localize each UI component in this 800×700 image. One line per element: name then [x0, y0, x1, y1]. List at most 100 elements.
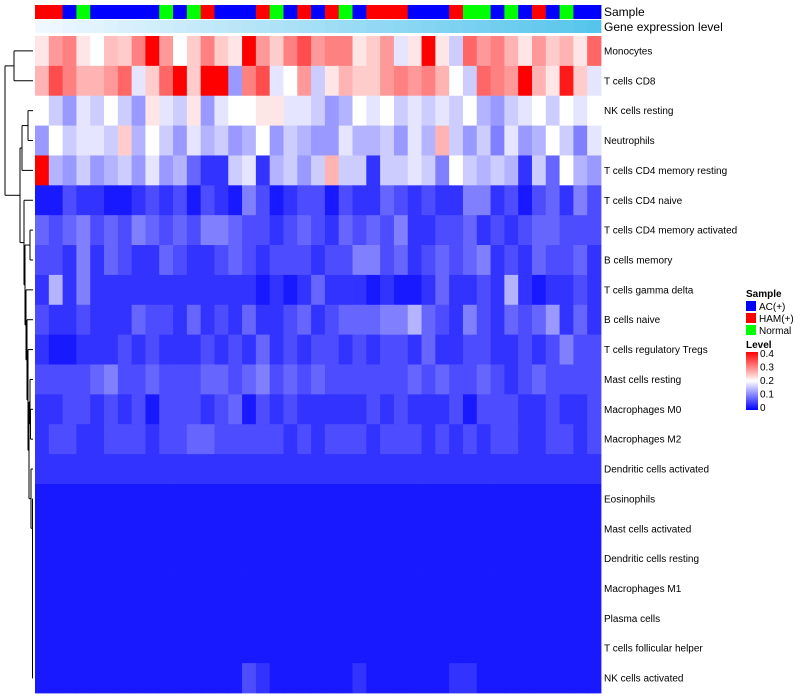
heatmap-cell [131, 424, 146, 455]
heatmap-cell [462, 663, 478, 694]
heatmap-cell [297, 394, 312, 425]
legend-sample-items: AC(+)HAM(+)Normal [746, 301, 794, 337]
heatmap-cell [435, 513, 450, 545]
heatmap-cell [131, 125, 146, 156]
heatmap-cell [504, 483, 519, 515]
heatmap-cell [297, 603, 312, 634]
sample-annotation-cell [490, 5, 505, 19]
heatmap-cell [393, 245, 409, 276]
heatmap-cell [255, 603, 271, 634]
sample-annotation-cell [449, 5, 464, 19]
gene-expression-annotation-cell [504, 20, 519, 33]
gene-expression-annotation-cell [462, 20, 478, 33]
heatmap-cell [35, 364, 50, 395]
row-label: B cells memory [604, 255, 672, 266]
heatmap-cell [352, 633, 367, 664]
heatmap-cell [518, 125, 533, 156]
heatmap-cell [518, 394, 533, 425]
heatmap-cell [435, 304, 450, 336]
heatmap-cell [48, 454, 64, 485]
heatmap-cell [200, 245, 215, 276]
heatmap-cell [476, 513, 491, 545]
heatmap-cell [518, 215, 533, 246]
sample-annotation-cell [214, 5, 229, 19]
heatmap-cell [559, 334, 574, 365]
heatmap-cell [504, 663, 519, 694]
heatmap-cell [407, 304, 422, 336]
heatmap-cell [421, 483, 436, 515]
heatmap-cell [380, 603, 395, 634]
heatmap-cell [476, 424, 491, 455]
heatmap-cell [366, 633, 381, 664]
heatmap-cell [324, 483, 340, 515]
gene-expression-annotation-cell [255, 20, 271, 33]
heatmap-cell [173, 245, 188, 276]
heatmap-cell [269, 424, 284, 455]
legend-level-colorbar [746, 352, 758, 410]
heatmap-cell [269, 483, 284, 515]
heatmap-cell [242, 394, 257, 425]
heatmap-cell [352, 483, 367, 515]
heatmap-cell [145, 65, 160, 97]
heatmap-cell [228, 663, 243, 694]
heatmap-cell [311, 394, 326, 425]
heatmap-cell [324, 185, 340, 216]
heatmap-cell [117, 573, 133, 604]
heatmap-cell [587, 95, 602, 126]
sample-annotation-cell [421, 5, 436, 19]
heatmap-cell [449, 603, 464, 634]
sample-annotation-cell [531, 5, 547, 19]
heatmap-cell [380, 185, 395, 216]
heatmap-cell [531, 454, 547, 485]
heatmap-cell [421, 65, 436, 97]
heatmap-cell [311, 543, 326, 574]
heatmap-cell [269, 364, 284, 395]
heatmap-cell [145, 483, 160, 515]
row-label: T cells CD4 memory activated [604, 226, 737, 237]
heatmap-cell [573, 65, 588, 97]
heatmap-cell [449, 95, 464, 126]
heatmap-cell [449, 155, 464, 186]
heatmap-cell [587, 424, 602, 455]
gene-expression-annotation-cell [186, 20, 202, 33]
heatmap-cell [490, 36, 505, 67]
heatmap-cell [242, 245, 257, 276]
heatmap-cell [173, 513, 188, 545]
heatmap-cell [462, 215, 478, 246]
heatmap-cell [62, 65, 77, 97]
heatmap-cell [214, 304, 229, 336]
heatmap-cell [518, 245, 533, 276]
heatmap-cell [283, 245, 298, 276]
heatmap-cell [476, 245, 491, 276]
heatmap-cell [35, 573, 50, 604]
heatmap-cell [173, 663, 188, 694]
sample-annotation-cell [145, 5, 160, 19]
heatmap-cell [573, 185, 588, 216]
heatmap-cell [173, 215, 188, 246]
heatmap-cell [200, 274, 215, 306]
heatmap-cell [62, 36, 77, 67]
heatmap-cell [545, 573, 560, 604]
heatmap-cell [490, 573, 505, 604]
heatmap-cell [104, 155, 119, 186]
heatmap-cell [269, 663, 284, 694]
heatmap-cell [214, 513, 229, 545]
heatmap-cell [559, 65, 574, 97]
heatmap-cell [62, 364, 77, 395]
gene-expression-annotation-cell [173, 20, 188, 33]
heatmap-cell [449, 543, 464, 574]
heatmap-cell [462, 334, 478, 365]
heatmap-cell [311, 454, 326, 485]
heatmap-cell [531, 513, 547, 545]
heatmap-cell [366, 394, 381, 425]
sample-annotation-cell [48, 5, 64, 19]
heatmap-cell [338, 304, 353, 336]
heatmap-cell [283, 95, 298, 126]
heatmap-cell [545, 155, 560, 186]
heatmap-cell [117, 603, 133, 634]
heatmap-cell [531, 155, 547, 186]
heatmap-cell [518, 633, 533, 664]
heatmap-cell [559, 95, 574, 126]
heatmap-cell [311, 483, 326, 515]
heatmap-cell [242, 334, 257, 365]
